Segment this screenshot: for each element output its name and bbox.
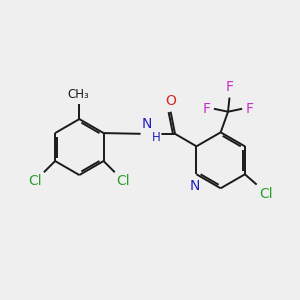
- Text: N: N: [190, 179, 200, 193]
- Text: CH₃: CH₃: [67, 88, 89, 101]
- Text: F: F: [202, 102, 210, 116]
- Text: F: F: [226, 80, 233, 94]
- Text: N: N: [142, 117, 152, 131]
- Text: Cl: Cl: [28, 174, 42, 188]
- Text: O: O: [165, 94, 176, 108]
- Text: H: H: [152, 131, 161, 144]
- Text: F: F: [246, 102, 254, 116]
- Text: Cl: Cl: [116, 174, 130, 188]
- Text: Cl: Cl: [259, 187, 273, 201]
